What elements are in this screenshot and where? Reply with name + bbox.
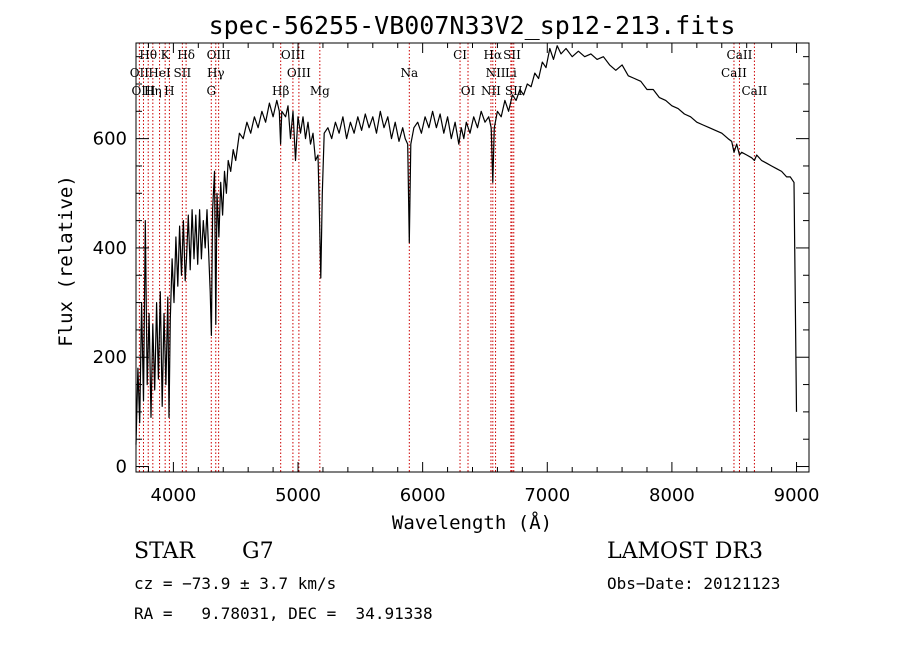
line-label: Hβ	[272, 84, 289, 98]
x-tick-label: 5000	[275, 485, 321, 506]
series-group	[135, 45, 798, 445]
line-marker-group	[138, 43, 755, 472]
x-tick-label: 8000	[649, 485, 695, 506]
line-label: K	[161, 48, 171, 62]
line-label: SII	[174, 66, 192, 80]
line-label: Hδ	[177, 48, 195, 62]
coordinates: RA = 9.78031, DEC = 34.91338	[134, 604, 433, 623]
line-label: NII	[486, 66, 506, 80]
object-subclass: G7	[242, 539, 274, 564]
line-label: OII	[130, 66, 150, 80]
spectrum-series-0	[135, 45, 798, 445]
line-label: OIII	[281, 48, 305, 62]
chart-title: spec-56255-VB007N33V2_sp12-213.fits	[209, 11, 736, 40]
survey-name: LAMOST DR3	[607, 539, 763, 564]
line-label: CaII	[741, 84, 767, 98]
y-axis-ticks: 0 200 400 600	[93, 56, 809, 478]
object-class: STAR	[134, 539, 196, 564]
line-label: Li	[505, 66, 517, 80]
line-label: CaII	[721, 66, 747, 80]
line-label: H	[164, 84, 174, 98]
line-label: Hη	[144, 84, 162, 98]
observation-date: Obs−Date: 20121123	[607, 574, 780, 593]
line-label: CI	[453, 48, 467, 62]
y-tick-label: 400	[93, 238, 127, 259]
line-label: NII	[481, 84, 501, 98]
line-label: OIII	[207, 48, 231, 62]
line-label: OIII	[131, 84, 155, 98]
y-tick-label: 200	[93, 347, 127, 368]
line-label: Mg	[310, 84, 330, 98]
y-axis-label: Flux (relative)	[55, 175, 77, 347]
line-label: G	[206, 84, 216, 98]
x-tick-label: 7000	[524, 485, 570, 506]
line-label: Hα	[484, 48, 503, 62]
y-tick-label: 600	[93, 129, 127, 150]
line-label: SII	[505, 84, 523, 98]
line-label: Hγ	[207, 66, 225, 80]
plot-frame	[135, 42, 810, 473]
line-label: CaII	[727, 48, 753, 62]
line-label: Hθ	[139, 48, 157, 62]
line-label: Na	[400, 66, 418, 80]
x-axis-ticks: 4000 5000 6000 7000 8000 9000	[147, 43, 820, 506]
line-label: OIII	[287, 66, 311, 80]
x-tick-label: 6000	[400, 485, 446, 506]
y-tick-label: 0	[116, 457, 127, 478]
line-label: HeI	[148, 66, 171, 80]
redshift-info: cz = −73.9 ± 3.7 km/s	[134, 574, 336, 593]
line-label: SII	[503, 48, 521, 62]
x-axis-label: Wavelength (Å)	[392, 511, 552, 534]
x-tick-label: 9000	[774, 485, 820, 506]
x-tick-label: 4000	[150, 485, 196, 506]
line-label: OI	[461, 84, 476, 98]
